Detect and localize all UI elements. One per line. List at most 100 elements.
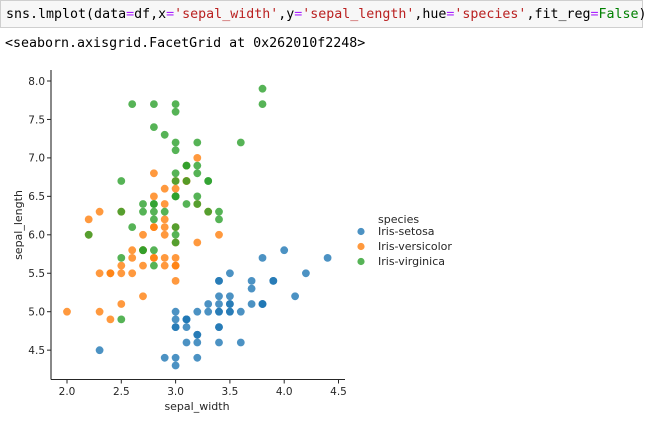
data-point-iris-virginica [139,207,147,216]
data-point-iris-setosa [193,307,202,316]
data-point-iris-setosa [182,323,191,331]
data-point-iris-versicolor [84,215,93,224]
data-point-iris-virginica [171,192,180,201]
data-point-iris-versicolor [171,261,180,270]
data-point-iris-virginica [258,84,267,93]
data-point-iris-virginica [150,200,158,208]
data-point-iris-versicolor [171,277,180,285]
data-point-iris-versicolor [160,223,169,232]
code-token: ,hue [414,7,447,22]
data-point-iris-setosa [247,300,256,308]
data-point-iris-virginica [160,130,169,139]
data-point-iris-virginica [171,146,180,155]
code-token: ,fit_reg [526,7,591,22]
data-point-iris-virginica [150,261,158,270]
data-point-iris-virginica [160,207,169,216]
data-point-iris-versicolor [160,261,169,270]
data-point-iris-versicolor [215,230,223,239]
data-point-iris-setosa [226,269,234,278]
data-point-iris-setosa [291,292,299,301]
data-point-iris-setosa [171,323,180,331]
data-point-iris-setosa [193,338,202,347]
code-token: df,x [134,7,167,22]
data-point-iris-virginica [182,177,191,185]
x-tick-label: 2.5 [113,386,130,398]
code-token: = [294,7,303,22]
data-point-iris-setosa [182,338,191,347]
data-point-iris-virginica [182,161,191,170]
data-point-iris-virginica [171,100,180,108]
data-point-iris-versicolor [193,154,202,162]
data-point-iris-virginica [117,254,126,262]
data-point-iris-virginica [139,200,147,208]
data-point-iris-setosa [160,353,169,362]
data-point-iris-versicolor [193,238,202,247]
data-point-iris-setosa [215,300,223,308]
code-token: 'sepal_length' [302,7,415,22]
data-point-iris-virginica [193,192,202,201]
data-point-iris-virginica [117,207,126,216]
x-tick-label: 3.5 [222,386,239,398]
data-point-iris-versicolor [128,269,137,278]
data-point-iris-versicolor [150,169,158,178]
data-point-iris-setosa [171,315,180,324]
code-token: ,y [278,7,295,22]
data-point-iris-setosa [215,338,223,347]
data-point-iris-setosa [171,307,180,316]
data-point-iris-versicolor [160,200,169,208]
data-point-iris-virginica [193,138,202,147]
legend: species Iris-setosa Iris-versicolor Iris-v… [357,213,452,268]
data-point-iris-virginica [193,169,202,178]
data-point-iris-versicolor [171,184,180,193]
data-point-iris-virginica [171,177,180,185]
data-point-iris-versicolor [95,269,104,278]
legend-title: species [378,213,419,226]
data-point-iris-versicolor [160,184,169,193]
scatter-plot: 2.0 2.5 3.0 3.5 4.0 4.5 4.5 5.0 5.5 6.0 6.5 7.0 7.5… [12,70,452,413]
data-point-iris-setosa [302,269,310,278]
data-point-iris-versicolor [150,223,158,232]
code-cell-input[interactable]: sns.lmplot(data=df,x='sepal_width',y='se… [0,0,645,28]
legend-marker-icon [357,242,365,251]
data-point-iris-virginica [150,207,158,216]
data-point-iris-setosa [193,330,202,339]
data-point-iris-virginica [204,207,213,216]
code-token: 'species' [454,7,527,22]
data-point-iris-virginica [171,223,180,232]
data-point-iris-virginica [236,138,245,147]
data-point-iris-versicolor [95,207,104,216]
x-axis-label: sepal_width [164,400,229,413]
data-point-iris-versicolor [95,307,104,316]
data-point-iris-setosa [269,277,278,285]
data-point-iris-virginica [150,246,158,255]
data-point-iris-virginica [128,100,137,108]
code-token: sns.lmplot(data [6,7,127,22]
data-points [63,84,332,370]
data-point-iris-versicolor [139,292,147,301]
data-point-iris-setosa [182,315,191,324]
data-point-iris-virginica [215,215,223,224]
data-point-iris-setosa [95,346,104,355]
data-point-iris-versicolor [117,261,126,270]
data-point-iris-setosa [204,307,213,316]
data-point-iris-versicolor [128,246,137,255]
code-token: ) [639,7,645,22]
data-point-iris-versicolor [117,269,126,278]
data-point-iris-virginica [193,200,202,208]
data-point-iris-setosa [171,353,180,362]
code-token: = [446,7,455,22]
data-point-iris-versicolor [160,215,169,224]
legend-entry-label: Iris-virginica [378,255,445,268]
data-point-iris-virginica [128,223,137,232]
data-point-iris-virginica [215,207,223,216]
data-point-iris-versicolor [150,254,158,262]
data-point-iris-versicolor [160,230,169,239]
y-axis-ticks: 4.5 5.0 5.5 6.0 6.5 7.0 7.5 8.0 [28,76,51,357]
data-point-iris-virginica [171,138,180,147]
data-point-iris-setosa [215,277,223,285]
x-tick-label: 3.0 [167,386,184,398]
x-tick-label: 2.0 [59,386,76,398]
data-point-iris-virginica [117,315,126,324]
data-point-iris-virginica [204,177,213,185]
data-point-iris-versicolor [139,230,147,239]
